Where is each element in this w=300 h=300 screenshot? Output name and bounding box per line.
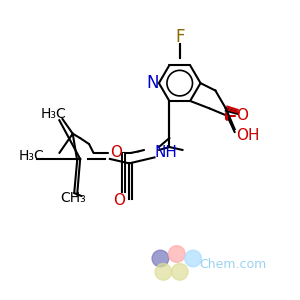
Circle shape	[185, 250, 201, 267]
Circle shape	[152, 250, 169, 267]
Circle shape	[171, 263, 188, 280]
Text: Chem.com: Chem.com	[200, 258, 267, 271]
Text: H₃C: H₃C	[18, 149, 44, 163]
Text: O: O	[113, 193, 125, 208]
Circle shape	[168, 246, 185, 262]
Text: F: F	[175, 28, 184, 46]
Text: NH: NH	[155, 146, 178, 160]
Text: OH: OH	[236, 128, 260, 142]
Circle shape	[155, 263, 172, 280]
Text: O: O	[236, 108, 248, 123]
Text: H₃C: H₃C	[40, 107, 66, 121]
Text: O: O	[110, 146, 122, 160]
Text: N: N	[146, 74, 159, 92]
Text: CH₃: CH₃	[60, 190, 86, 205]
